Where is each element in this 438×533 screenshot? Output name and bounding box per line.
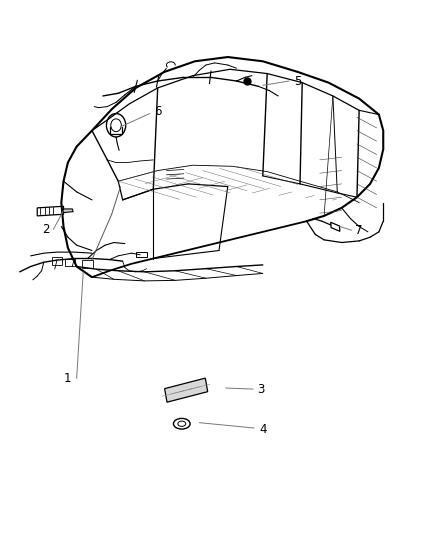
Text: 3: 3 bbox=[257, 383, 264, 395]
Polygon shape bbox=[331, 222, 340, 231]
Bar bbox=[52, 257, 62, 265]
Text: 5: 5 bbox=[294, 75, 301, 87]
Text: 1: 1 bbox=[64, 372, 72, 385]
Text: 7: 7 bbox=[355, 224, 363, 237]
Bar bbox=[82, 260, 93, 268]
Polygon shape bbox=[165, 378, 208, 402]
Text: 6: 6 bbox=[154, 106, 162, 118]
Text: 2: 2 bbox=[42, 223, 50, 236]
Text: 4: 4 bbox=[259, 423, 267, 435]
Bar bbox=[65, 259, 75, 266]
Bar bbox=[136, 252, 147, 257]
Polygon shape bbox=[37, 206, 64, 216]
Polygon shape bbox=[64, 209, 73, 213]
